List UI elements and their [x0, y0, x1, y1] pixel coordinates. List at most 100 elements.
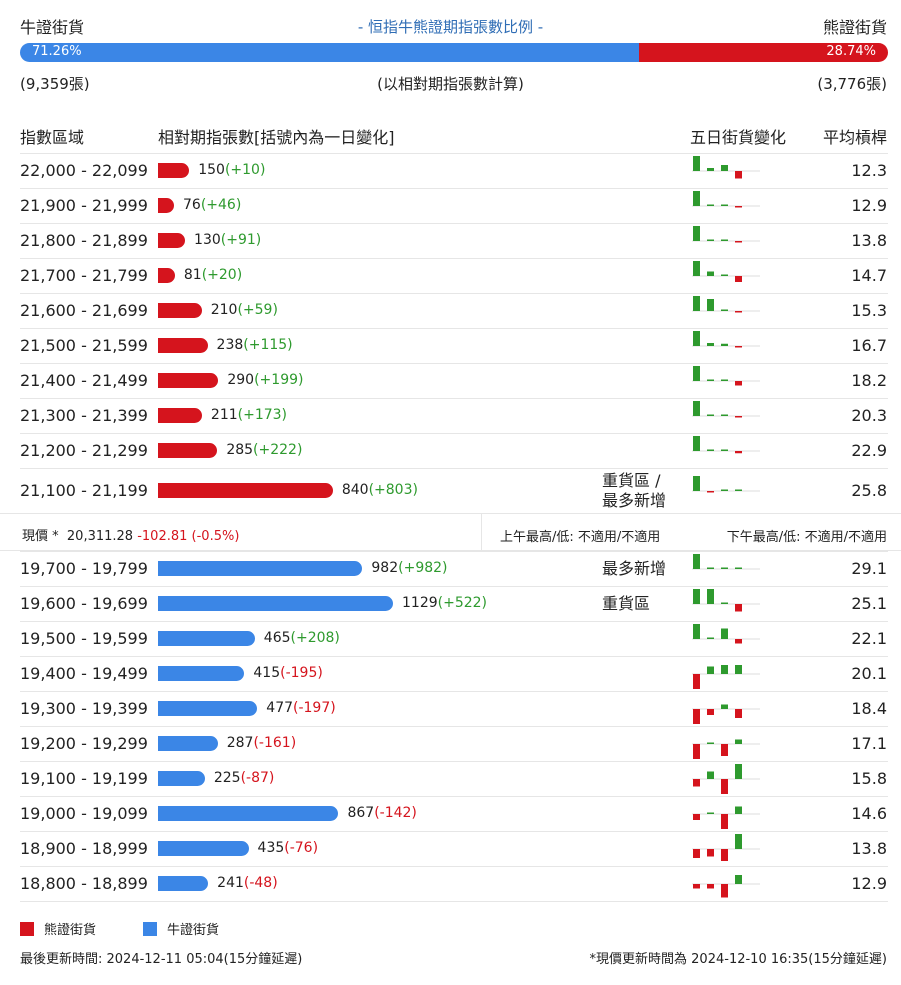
- row-divider: [20, 726, 888, 727]
- sparkline-bar: [721, 664, 728, 674]
- index-range: 19,100 - 19,199: [20, 768, 148, 788]
- bear-contracts-bar: [158, 303, 202, 318]
- five-day-sparkline: [692, 330, 760, 347]
- index-range: 19,700 - 19,799: [20, 558, 148, 578]
- index-range: 19,300 - 19,399: [20, 698, 148, 718]
- sparkline-bar: [735, 380, 742, 385]
- table-row: 19,100 - 19,199 225(-87) 15.8: [0, 761, 901, 796]
- one-day-change: (-76): [284, 839, 319, 856]
- legend-bear: 熊證街貨: [20, 919, 96, 938]
- table-row: 19,200 - 19,299 287(-161) 17.1: [0, 726, 901, 761]
- contracts-count: 287: [226, 734, 254, 751]
- five-day-sparkline: [692, 704, 760, 724]
- price-label: 現價 *: [22, 529, 59, 544]
- row-divider: [20, 223, 888, 224]
- sparkline-bar: [693, 330, 700, 346]
- col-avg-header: 平均槓桿: [822, 128, 887, 147]
- ratio-bar: 71.26% 28.74%: [20, 43, 888, 62]
- one-day-change: (+10): [224, 161, 266, 178]
- row-divider: [20, 293, 888, 294]
- bull-title: 牛證街貨: [20, 18, 85, 37]
- sparkline-bar: [693, 225, 700, 241]
- avg-leverage: 22.1: [851, 628, 887, 648]
- index-range: 21,100 - 21,199: [20, 480, 148, 500]
- table-row: 21,700 - 21,799 81(+20) 14.7: [0, 258, 901, 293]
- five-day-sparkline: [692, 833, 760, 861]
- sparkline-bar: [721, 204, 728, 206]
- sparkline-bar: [693, 588, 700, 604]
- row-divider: [20, 363, 888, 364]
- five-day-sparkline: [692, 295, 760, 312]
- bull-contracts-bar: [158, 841, 249, 856]
- bear-ratio-segment: 28.74%: [638, 43, 888, 62]
- row-divider: [20, 831, 888, 832]
- calc-note: (以相對期指張數計算): [377, 75, 524, 93]
- col-contracts-header: 相對期指張數[括號內為一日變化]: [158, 128, 395, 147]
- sparkline-bar: [735, 415, 742, 417]
- contracts-value: 290(+199): [227, 372, 303, 388]
- sparkline-bar: [721, 274, 728, 276]
- one-day-change: (+115): [243, 336, 293, 353]
- one-day-change: (+803): [368, 481, 418, 498]
- price-updated: *現價更新時間為 2024-12-10 16:35(15分鐘延遲): [589, 952, 887, 967]
- sparkline-bar: [693, 848, 700, 858]
- sparkline-bar: [707, 588, 714, 604]
- five-day-sparkline: [692, 435, 760, 453]
- contracts-value: 982(+982): [371, 560, 447, 576]
- zone-note: 最多新增: [602, 559, 666, 579]
- sparkline-bar: [707, 342, 714, 346]
- sparkline-bar: [721, 414, 728, 416]
- sparkline-bar: [707, 239, 714, 241]
- am-high-low: 上午最高/低: 不適用/不適用: [500, 530, 661, 545]
- index-range: 19,500 - 19,599: [20, 628, 148, 648]
- row-divider: [20, 691, 888, 692]
- contracts-count: 150: [198, 161, 225, 178]
- bull-contracts-bar: [158, 876, 209, 891]
- price-strip: 現價 * 20,311.28 -102.81 (-0.5%) 上午最高/低: 不…: [0, 513, 901, 551]
- sparkline-bar: [693, 365, 700, 381]
- table-row: 18,800 - 18,899 241(-48) 12.9: [0, 866, 901, 901]
- contracts-value: 1129(+522): [402, 595, 487, 611]
- table-row: 19,600 - 19,699 1129(+522) 重貨區 25.1: [0, 586, 901, 621]
- one-day-change: (-161): [253, 734, 297, 751]
- sparkline-bar: [721, 704, 728, 709]
- bear-contracts-bar: [158, 483, 333, 498]
- current-price: 現價 * 20,311.28 -102.81 (-0.5%): [22, 525, 239, 544]
- sparkline-bar: [693, 708, 700, 724]
- sparkline-bar: [721, 343, 728, 346]
- table-row: 21,900 - 21,999 76(+46) 12.9: [0, 188, 901, 223]
- sparkline-bar: [707, 742, 714, 744]
- index-range: 19,400 - 19,499: [20, 663, 148, 683]
- one-day-change: (-87): [240, 769, 275, 786]
- index-range: 19,600 - 19,699: [20, 593, 148, 613]
- index-range: 22,000 - 22,099: [20, 160, 148, 180]
- index-range: 21,700 - 21,799: [20, 265, 148, 285]
- bear-swatch: [20, 922, 34, 936]
- sparkline-bar: [735, 275, 742, 282]
- one-day-change: (-48): [243, 874, 278, 891]
- bull-pct: 71.26%: [32, 44, 82, 59]
- contracts-count: 1129: [402, 594, 438, 611]
- one-day-change: (+173): [237, 406, 288, 423]
- sparkline-bar: [721, 309, 728, 311]
- table-row: 19,300 - 19,399 477(-197) 18.4: [0, 691, 901, 726]
- row-divider: [20, 551, 888, 552]
- table-row: 19,000 - 19,099 867(-142) 14.6: [0, 796, 901, 831]
- contracts-value: 130(+91): [194, 232, 261, 248]
- index-range: 21,200 - 21,299: [20, 440, 148, 460]
- avg-leverage: 13.8: [851, 230, 887, 250]
- sparkline-bar: [735, 205, 742, 207]
- row-divider: [20, 398, 888, 399]
- index-range: 21,800 - 21,899: [20, 230, 148, 250]
- bull-contracts-bar: [158, 771, 205, 786]
- zone-note-line: 最多新增: [602, 490, 667, 510]
- table-row: 19,700 - 19,799 982(+982) 最多新增 29.1: [0, 551, 901, 586]
- bear-pct: 28.74%: [826, 44, 876, 59]
- sparkline-bar: [721, 743, 728, 756]
- five-day-sparkline: [692, 588, 760, 611]
- zone-note-line: 最多新增: [602, 558, 667, 578]
- sparkline-bar: [693, 623, 700, 639]
- row-divider: [20, 188, 888, 189]
- sparkline-bar: [735, 708, 742, 718]
- contracts-value: 465(+208): [264, 630, 340, 646]
